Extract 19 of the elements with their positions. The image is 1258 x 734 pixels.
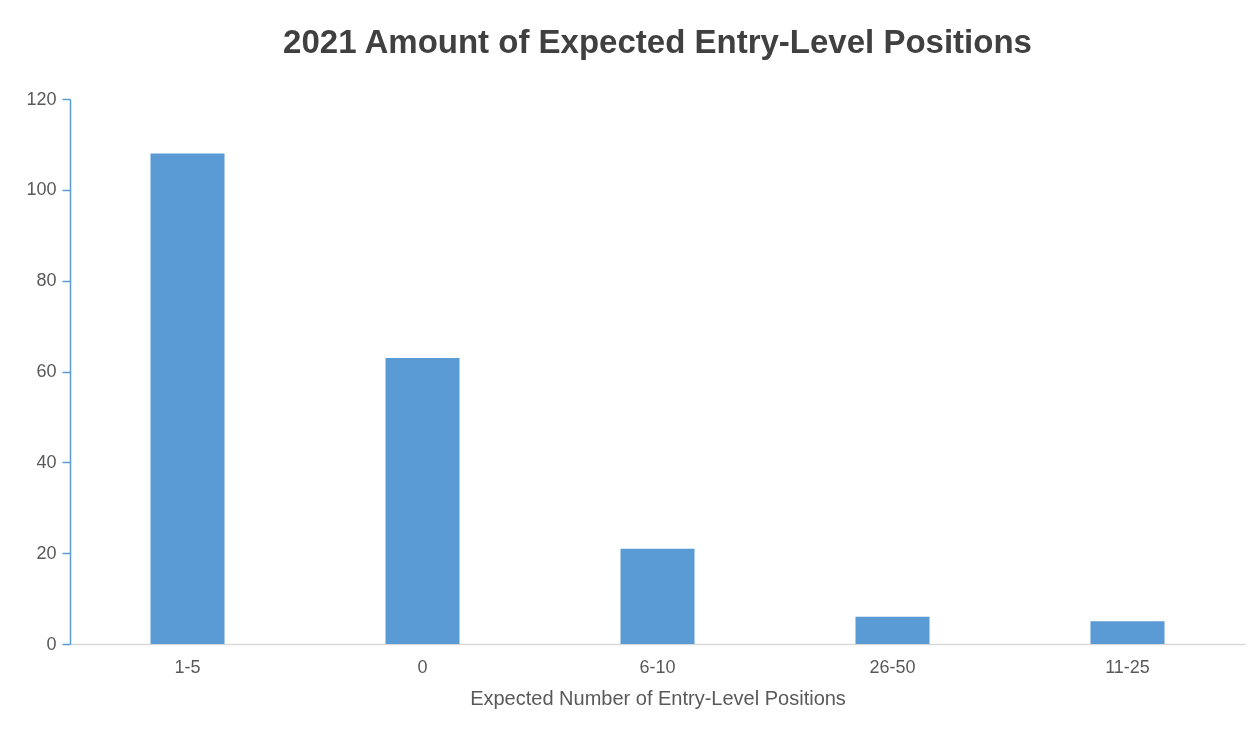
x-axis-title: Expected Number of Entry-Level Positions bbox=[470, 686, 846, 709]
chart-title: 2021 Amount of Expected Entry-Level Positions bbox=[283, 23, 1032, 60]
x-tick-label: 6-10 bbox=[639, 656, 676, 677]
bar bbox=[855, 616, 930, 644]
y-tick-label: 60 bbox=[36, 361, 57, 381]
y-tick-label: 100 bbox=[26, 179, 57, 200]
x-tick-label: 11-25 bbox=[1105, 656, 1150, 677]
x-tick-label: 0 bbox=[417, 656, 428, 677]
y-tick-label: 120 bbox=[26, 88, 57, 109]
bar bbox=[620, 548, 695, 644]
bar bbox=[1090, 621, 1165, 644]
y-tick-label: 20 bbox=[36, 542, 57, 563]
x-tick-label: 1-5 bbox=[174, 656, 201, 677]
y-tick-label: 0 bbox=[46, 633, 57, 654]
x-tick-label: 26-50 bbox=[869, 656, 916, 677]
bar bbox=[385, 357, 460, 644]
y-tick-label: 40 bbox=[36, 451, 57, 472]
bar bbox=[150, 153, 225, 644]
y-tick-label: 80 bbox=[36, 270, 57, 291]
